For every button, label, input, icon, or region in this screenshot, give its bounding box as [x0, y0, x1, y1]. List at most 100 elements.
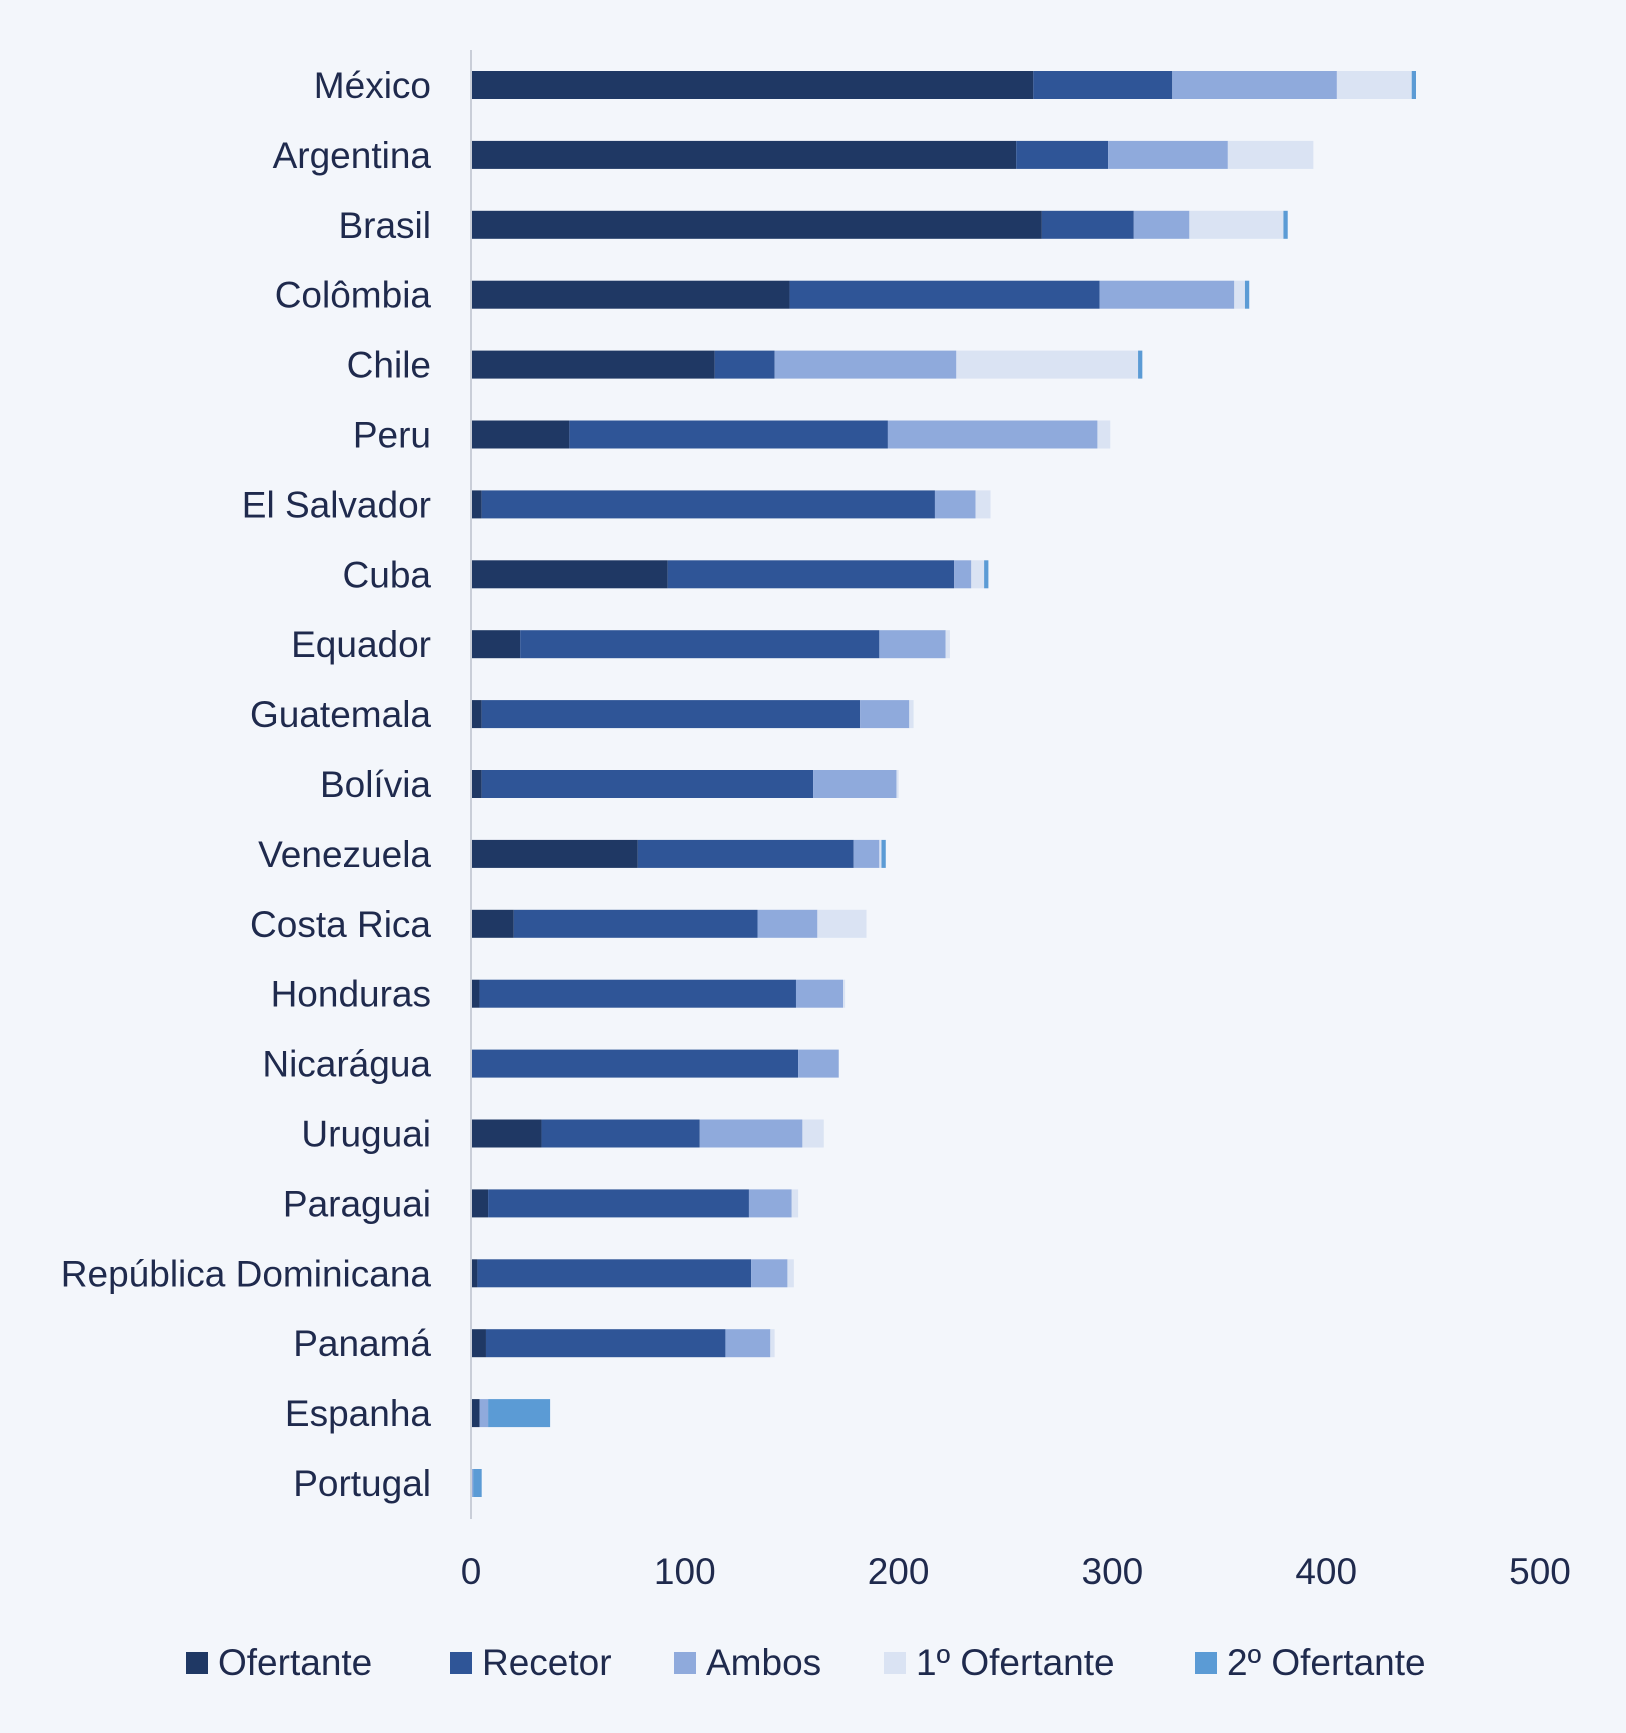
bar-segment — [1172, 71, 1337, 99]
x-tick-label: 100 — [654, 1551, 716, 1592]
legend-swatch — [884, 1652, 906, 1674]
bar-segment — [471, 979, 480, 1008]
x-tick-labels: 0 100 200 300 400 500 — [461, 1551, 1571, 1592]
bar-segment — [479, 979, 796, 1008]
bar-segment — [471, 420, 570, 449]
bar-segment — [1138, 350, 1143, 379]
bar-segment — [798, 1049, 839, 1078]
category-label: Venezuela — [258, 834, 431, 875]
category-label: Chile — [347, 345, 431, 386]
bar-segment — [471, 1399, 480, 1428]
bar-segment — [787, 1259, 794, 1288]
x-tick-label: 0 — [461, 1551, 482, 1592]
bar-segment — [896, 770, 899, 798]
bar-segment — [887, 420, 1098, 449]
bar-segment — [471, 700, 482, 729]
bar-segment — [956, 350, 1139, 379]
bar-segment — [471, 210, 1042, 239]
bar-segment — [1227, 140, 1314, 169]
bar-segment — [813, 770, 897, 798]
bars — [471, 71, 1416, 1497]
bar-segment — [1283, 210, 1288, 239]
category-label: Portugal — [293, 1463, 431, 1504]
bar-segment — [471, 490, 482, 519]
legend-label: Ofertante — [218, 1642, 372, 1683]
bar-segment — [471, 350, 715, 379]
bar-segment — [488, 1189, 749, 1218]
x-tick-label: 200 — [868, 1551, 930, 1592]
bar-segment — [802, 1119, 824, 1148]
bar-segment — [975, 490, 991, 519]
bar-segment — [1234, 280, 1245, 309]
bar-segment — [714, 350, 775, 379]
bar-segment — [637, 839, 854, 868]
bar-segment — [471, 140, 1017, 169]
legend-label: Ambos — [706, 1642, 821, 1683]
bar-segment — [1108, 140, 1228, 169]
legend-label: Recetor — [482, 1642, 612, 1683]
bar-segment — [795, 979, 844, 1008]
bar-segment — [471, 1259, 478, 1288]
bar-segment — [479, 1399, 489, 1428]
category-label: República Dominicana — [61, 1253, 432, 1294]
bar-segment — [541, 1119, 700, 1148]
bar-segment — [791, 1189, 799, 1218]
bar-segment — [774, 350, 957, 379]
legend-label: 2º Ofertante — [1227, 1642, 1426, 1683]
legend-swatch — [450, 1652, 472, 1674]
bar-segment — [971, 560, 985, 589]
bar-segment — [471, 560, 668, 589]
x-tick-label: 500 — [1509, 1551, 1571, 1592]
bar-segment — [485, 1329, 726, 1358]
bar-segment — [789, 280, 1100, 309]
bar-segment — [1016, 140, 1109, 169]
category-label: Brasil — [338, 205, 431, 246]
bar-segment — [909, 700, 914, 729]
bar-segment — [667, 560, 955, 589]
legend-swatch — [1195, 1652, 1217, 1674]
bar-segment — [471, 1119, 542, 1148]
bar-segment — [481, 700, 861, 729]
category-label: Bolívia — [320, 764, 431, 805]
bar-segment — [1336, 71, 1412, 99]
bar-segment — [945, 630, 950, 659]
bar-segment — [513, 909, 758, 938]
category-label: El Salvador — [242, 484, 431, 525]
x-tick-label: 400 — [1295, 1551, 1357, 1592]
bar-segment — [481, 770, 814, 798]
bar-segment — [748, 1189, 792, 1218]
category-label: Uruguai — [301, 1114, 431, 1155]
bar-segment — [471, 1189, 489, 1218]
category-label: Cuba — [343, 554, 432, 595]
bar-segment — [843, 979, 846, 1008]
bar-segment — [881, 839, 886, 868]
bar-segment — [934, 490, 976, 519]
category-label: Costa Rica — [250, 904, 431, 945]
category-label: Honduras — [271, 974, 431, 1015]
bar-segment — [751, 1259, 788, 1288]
x-tick-label: 300 — [1082, 1551, 1144, 1592]
bar-segment — [520, 630, 880, 659]
bar-segment — [471, 1329, 486, 1358]
bar-segment — [471, 280, 790, 309]
bar-segment — [699, 1119, 803, 1148]
category-label: Espanha — [285, 1393, 431, 1434]
bar-segment — [1099, 280, 1235, 309]
bar-segment — [569, 420, 888, 449]
bar-segment — [1097, 420, 1111, 449]
legend-swatch — [186, 1652, 208, 1674]
bar-segment — [1244, 280, 1250, 309]
bar-segment — [488, 1399, 551, 1428]
category-label: México — [314, 65, 431, 106]
bar-segment — [471, 71, 1034, 99]
category-label: Paraguai — [283, 1183, 431, 1224]
bar-segment — [471, 1469, 474, 1497]
legend: Ofertante Recetor Ambos 1º Ofertante 2º Ofer… — [186, 1642, 1426, 1683]
bar-segment — [471, 1049, 799, 1078]
bar-segment — [1411, 71, 1416, 99]
bar-segment — [471, 630, 521, 659]
bar-segment — [817, 909, 867, 938]
legend-swatch — [674, 1652, 696, 1674]
bar-segment — [770, 1329, 775, 1358]
category-label: Argentina — [273, 135, 432, 176]
